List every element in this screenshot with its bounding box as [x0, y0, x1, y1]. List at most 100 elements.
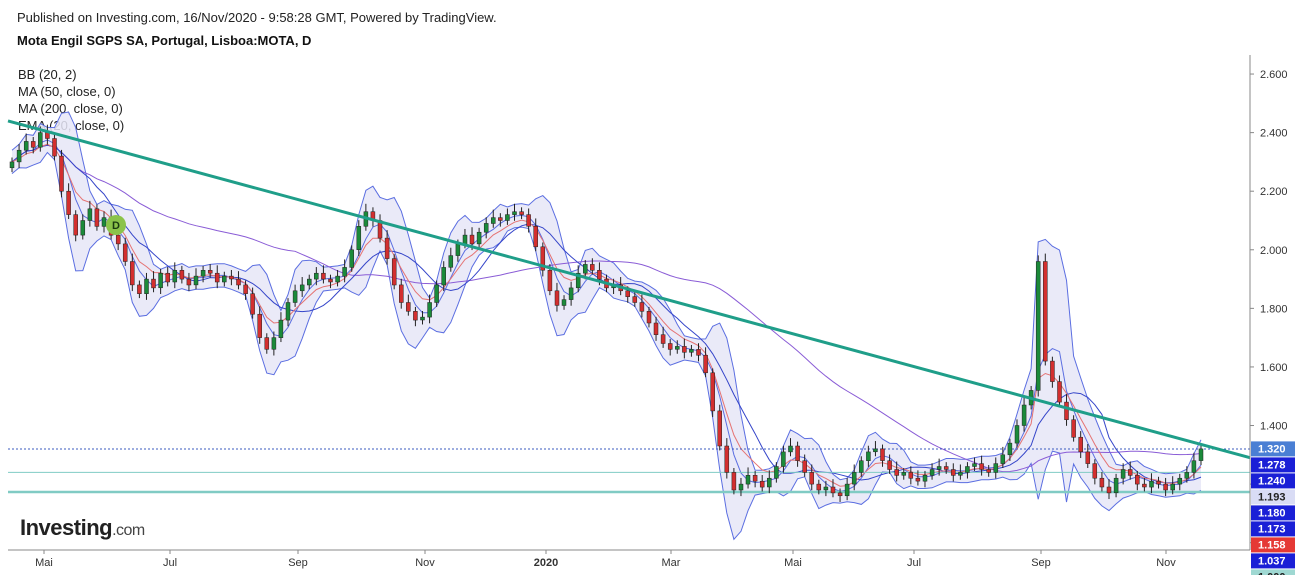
candle	[1085, 443, 1091, 468]
candle	[1064, 394, 1069, 426]
plot-area: D	[7, 111, 1251, 541]
candle-body	[943, 466, 949, 470]
price-label-bg	[1251, 537, 1295, 553]
candle-body	[292, 290, 298, 303]
candle	[710, 368, 715, 418]
candle-body	[972, 463, 977, 467]
candle-body	[59, 155, 64, 192]
candle-body	[547, 270, 553, 292]
candle	[80, 214, 86, 240]
candle-body	[399, 284, 404, 303]
candle	[130, 253, 135, 292]
indicator-ma50[interactable]: MA (50, close, 0)	[18, 84, 116, 99]
candle-body	[958, 472, 963, 476]
candle-body	[951, 469, 956, 476]
candle-body	[682, 346, 687, 353]
candle-body	[229, 275, 234, 280]
price-tick-label: 1.400	[1260, 421, 1288, 433]
candle-body	[575, 272, 581, 289]
candle-body	[653, 322, 659, 335]
candle-body	[66, 190, 71, 215]
candle	[519, 207, 524, 220]
candle	[745, 467, 751, 489]
candle	[554, 282, 560, 312]
candle	[943, 462, 949, 474]
candle	[908, 466, 914, 485]
candle-body	[830, 486, 836, 494]
candle	[533, 218, 538, 252]
candle-body	[207, 270, 213, 274]
candle-body	[880, 448, 885, 461]
candle	[915, 470, 921, 486]
candle-body	[519, 211, 524, 215]
candle	[837, 488, 843, 502]
candle-body	[236, 278, 241, 286]
candle	[880, 444, 885, 467]
published-info: Published on Investing.com, 16/Nov/2020 …	[17, 10, 497, 25]
candle	[1014, 419, 1020, 448]
candle-body	[859, 460, 864, 473]
candle	[646, 306, 652, 328]
candle	[122, 237, 128, 266]
candle	[958, 464, 963, 480]
price-label-bg	[1251, 569, 1295, 575]
candle	[1099, 472, 1105, 492]
candle-body	[115, 234, 121, 245]
price-tick-label: 2.000	[1260, 245, 1288, 257]
candle-body	[986, 469, 991, 473]
price-label: 1.037	[1251, 553, 1295, 569]
candle-body	[179, 270, 185, 280]
candle	[73, 210, 78, 242]
candle-body	[80, 220, 86, 236]
candle-body	[816, 483, 822, 491]
instrument-title: Mota Engil SGPS SA, Portugal, Lisboa:MOT…	[17, 33, 312, 48]
candle	[675, 340, 680, 354]
candle	[759, 475, 765, 492]
candle-body	[137, 284, 142, 294]
candle	[342, 259, 347, 283]
candle	[193, 268, 199, 290]
candle	[667, 339, 673, 356]
candle-body	[278, 319, 284, 338]
candle-body	[738, 483, 744, 491]
indicator-ma200[interactable]: MA (200, close, 0)	[18, 101, 123, 116]
price-label-text: 1.193	[1258, 491, 1286, 503]
price-label-text: 1.320	[1258, 443, 1286, 455]
candle	[16, 144, 22, 169]
candle	[703, 347, 708, 378]
candle	[788, 438, 793, 457]
candle-body	[498, 217, 503, 221]
candle	[526, 208, 531, 233]
candle-body	[94, 208, 100, 227]
candle	[299, 277, 305, 297]
candle	[505, 208, 510, 225]
candle-body	[590, 264, 595, 271]
candle-body	[469, 234, 475, 245]
candle-body	[915, 477, 921, 482]
candle	[887, 454, 892, 474]
candle	[979, 455, 984, 476]
candle	[434, 280, 439, 307]
candle-body	[646, 311, 652, 324]
candle	[1106, 479, 1112, 500]
candle-body	[625, 290, 630, 297]
candle-body	[710, 372, 715, 412]
candle	[1035, 255, 1041, 397]
candle	[87, 200, 93, 227]
candle-body	[23, 141, 29, 151]
candle	[307, 274, 312, 290]
candle-body	[512, 211, 517, 215]
candle	[1149, 473, 1154, 494]
candle-body	[1135, 475, 1140, 485]
candle	[207, 264, 213, 278]
candle	[1156, 476, 1161, 489]
candle-body	[200, 270, 206, 277]
candle	[1163, 477, 1168, 497]
candle	[321, 265, 326, 284]
candle	[682, 338, 687, 359]
price-label: 1.320	[1251, 441, 1295, 457]
indicator-bb[interactable]: BB (20, 2)	[18, 67, 77, 82]
candle	[922, 470, 928, 488]
candle-body	[1184, 472, 1190, 479]
